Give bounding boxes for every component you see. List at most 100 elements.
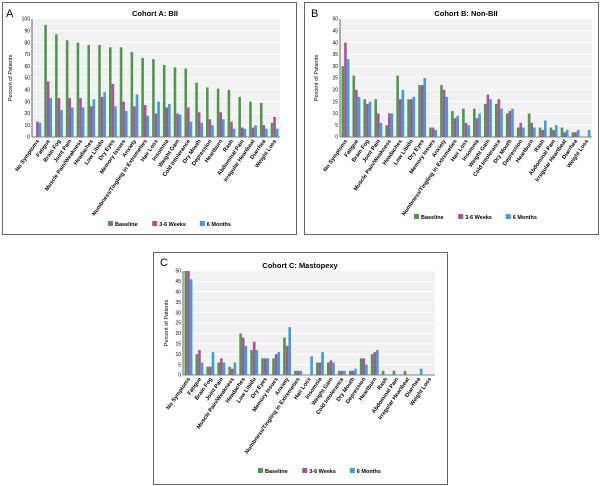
bar-3-6-weeks: [122, 101, 125, 137]
bar-baseline: [152, 59, 155, 138]
bar-6-months: [221, 119, 225, 137]
bar-baseline: [195, 82, 198, 137]
bar-6-months: [265, 128, 268, 137]
bar-6-months: [124, 111, 128, 137]
bar-baseline: [250, 350, 253, 375]
bar-3-6-weeks: [100, 96, 104, 137]
bar-6-months: [233, 362, 237, 375]
bar-baseline: [326, 362, 330, 375]
bar-6-months: [379, 122, 383, 137]
bar-baseline: [392, 370, 396, 375]
y-tick-label: 40: [24, 88, 30, 94]
bar-baseline: [374, 99, 378, 137]
bar-3-6-weeks: [318, 362, 322, 375]
bar-3-6-weeks: [57, 98, 61, 137]
bar-baseline: [316, 362, 319, 375]
chart-title: Cohort B: Non-BII: [434, 9, 497, 18]
legend-label: 3-6 Weeks: [465, 215, 492, 221]
y-tick-label: 100: [22, 17, 31, 23]
bar-6-months: [357, 96, 361, 137]
bar-baseline: [259, 102, 263, 137]
y-tick-label: 50: [332, 17, 338, 23]
bar-baseline: [359, 358, 363, 375]
legend-label: Baseline: [115, 222, 138, 228]
bar-6-months: [346, 59, 350, 138]
chart-title: Cohort A: BII: [132, 9, 178, 18]
bar-6-months: [254, 125, 257, 137]
bar-6-months: [376, 350, 379, 375]
bar-6-months: [71, 107, 74, 137]
bar-3-6-weeks: [387, 113, 391, 137]
bar-6-months: [500, 108, 503, 137]
bar-baseline: [418, 85, 421, 137]
bar-baseline: [385, 125, 388, 137]
bar-3-6-weeks: [285, 345, 289, 375]
bar-6-months: [423, 78, 427, 137]
bar-6-months: [200, 362, 204, 375]
y-tick-label: 40: [175, 290, 181, 296]
bar-6-months: [310, 356, 313, 375]
bar-3-6-weeks: [36, 121, 39, 137]
y-tick-label: 30: [24, 99, 30, 105]
bar-6-months: [277, 352, 281, 375]
y-tick-label: 70: [24, 52, 30, 58]
bar-6-months: [544, 120, 547, 137]
y-tick-label: 0: [178, 373, 181, 379]
bar-3-6-weeks: [373, 352, 377, 375]
bar-3-6-weeks: [464, 122, 468, 137]
bar-3-6-weeks: [154, 113, 158, 137]
bar-6-months: [81, 107, 85, 137]
chart-panel-c: C Cohort C: Mastopexy 0 5 10 15 20 25 30 35 40 45 50…: [153, 252, 448, 485]
bar-6-months: [178, 114, 182, 137]
y-tick-label: 5: [178, 362, 181, 368]
y-tick-label: 15: [175, 342, 181, 348]
y-tick-label: 20: [175, 331, 181, 337]
legend-swatch: [302, 468, 308, 473]
bar-baseline: [571, 132, 575, 137]
bar-6-months: [255, 350, 259, 375]
bar-6-months: [211, 125, 214, 137]
bar-baseline: [261, 358, 264, 375]
y-tick-label: 80: [24, 40, 30, 46]
chart-panel-b: B Cohort B: Non-BII 0 5 10 15 20 25 30 35 40 45 50 Pe…: [304, 2, 599, 235]
bar-6-months: [401, 89, 405, 137]
chart-panel-a: A Cohort A: BII 0 10 20 30 40 50 60 70 80 90 100 Perc…: [2, 2, 297, 235]
bar-3-6-weeks: [442, 89, 446, 137]
legend-label: 3-6 Weeks: [159, 222, 186, 228]
bar-baseline: [239, 333, 242, 375]
y-tick-label: 40: [332, 40, 338, 46]
bar-6-months: [38, 122, 42, 137]
bar-baseline: [44, 24, 47, 137]
y-axis-label: Percent of Patients: [8, 55, 14, 102]
bar-3-6-weeks: [475, 118, 479, 137]
bar-6-months: [390, 113, 394, 137]
bar-3-6-weeks: [263, 358, 267, 375]
chart-title: Cohort C: Mastopexy: [262, 261, 338, 270]
bar-3-6-weeks: [344, 42, 347, 137]
bar-baseline: [76, 42, 80, 137]
bar-3-6-weeks: [251, 127, 255, 137]
legend-swatch: [349, 468, 355, 473]
bar-6-months: [222, 362, 226, 375]
bar-baseline: [352, 75, 356, 137]
bar-baseline: [505, 113, 509, 137]
bar-baseline: [451, 111, 454, 137]
bar-baseline: [55, 34, 58, 138]
bar-3-6-weeks: [519, 122, 523, 137]
bar-baseline: [494, 103, 498, 137]
bar-3-6-weeks: [274, 354, 278, 375]
legend: Baseline 3-6 Weeks 6 Months: [258, 468, 381, 475]
bar-3-6-weeks: [187, 107, 190, 137]
bar-baseline: [184, 68, 188, 137]
bar-baseline: [216, 88, 220, 137]
bar-baseline: [516, 127, 520, 137]
bar-baseline: [294, 370, 297, 375]
bar-baseline: [206, 87, 209, 137]
bar-baseline: [337, 370, 341, 375]
bar-baseline: [238, 96, 241, 137]
bar-baseline: [249, 101, 252, 137]
bar-3-6-weeks: [351, 370, 355, 375]
y-tick-label: 45: [332, 29, 338, 35]
y-tick-label: 10: [24, 123, 30, 129]
